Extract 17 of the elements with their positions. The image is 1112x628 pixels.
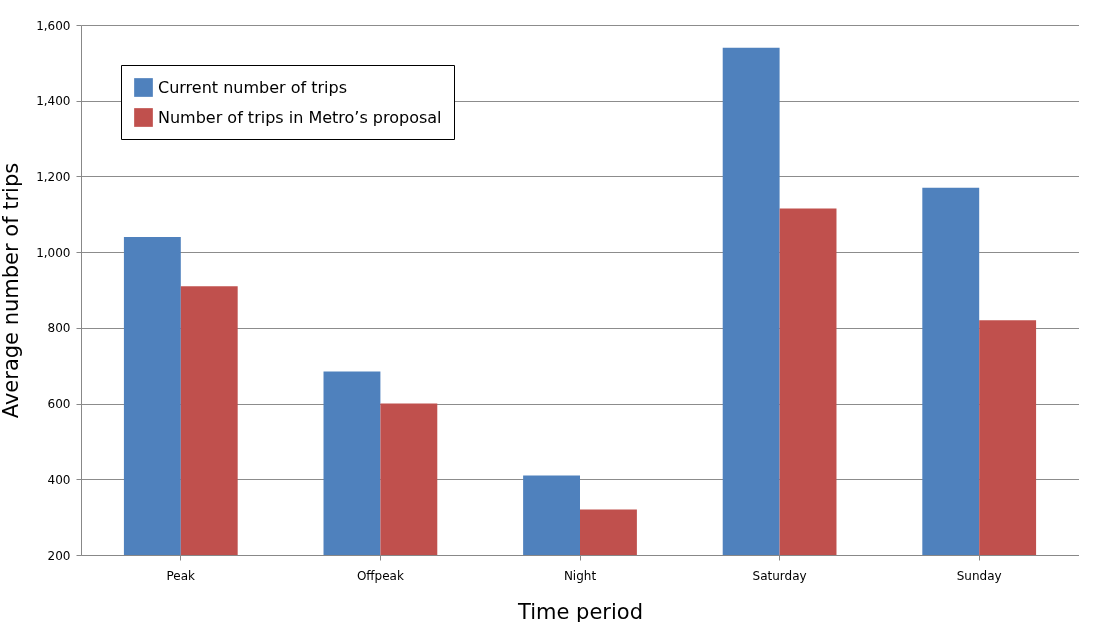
y-tick-label: 1,600: [36, 18, 71, 33]
y-tick-label: 200: [47, 548, 71, 563]
y-tick-label: 400: [47, 472, 71, 487]
x-tick-label: Night: [563, 568, 597, 583]
legend-label: Number of trips in Metro’s proposal: [158, 107, 442, 127]
y-tick-label: 600: [47, 397, 71, 412]
x-tick-label: Offpeak: [356, 568, 404, 583]
x-tick-label: Sunday: [956, 568, 1002, 583]
x-axis-title: Time period: [517, 599, 643, 624]
x-tick-label: Saturday: [752, 568, 807, 583]
y-tick-label: 1,400: [36, 94, 71, 109]
x-tick-label: Peak: [166, 568, 196, 583]
y-tick-label: 800: [47, 321, 71, 336]
y-tick-label: 1,200: [36, 169, 71, 184]
legend-label: Current number of trips: [158, 77, 348, 97]
y-tick-label: 1,000: [36, 245, 71, 260]
y-axis-title: Average number of trips: [0, 162, 24, 419]
